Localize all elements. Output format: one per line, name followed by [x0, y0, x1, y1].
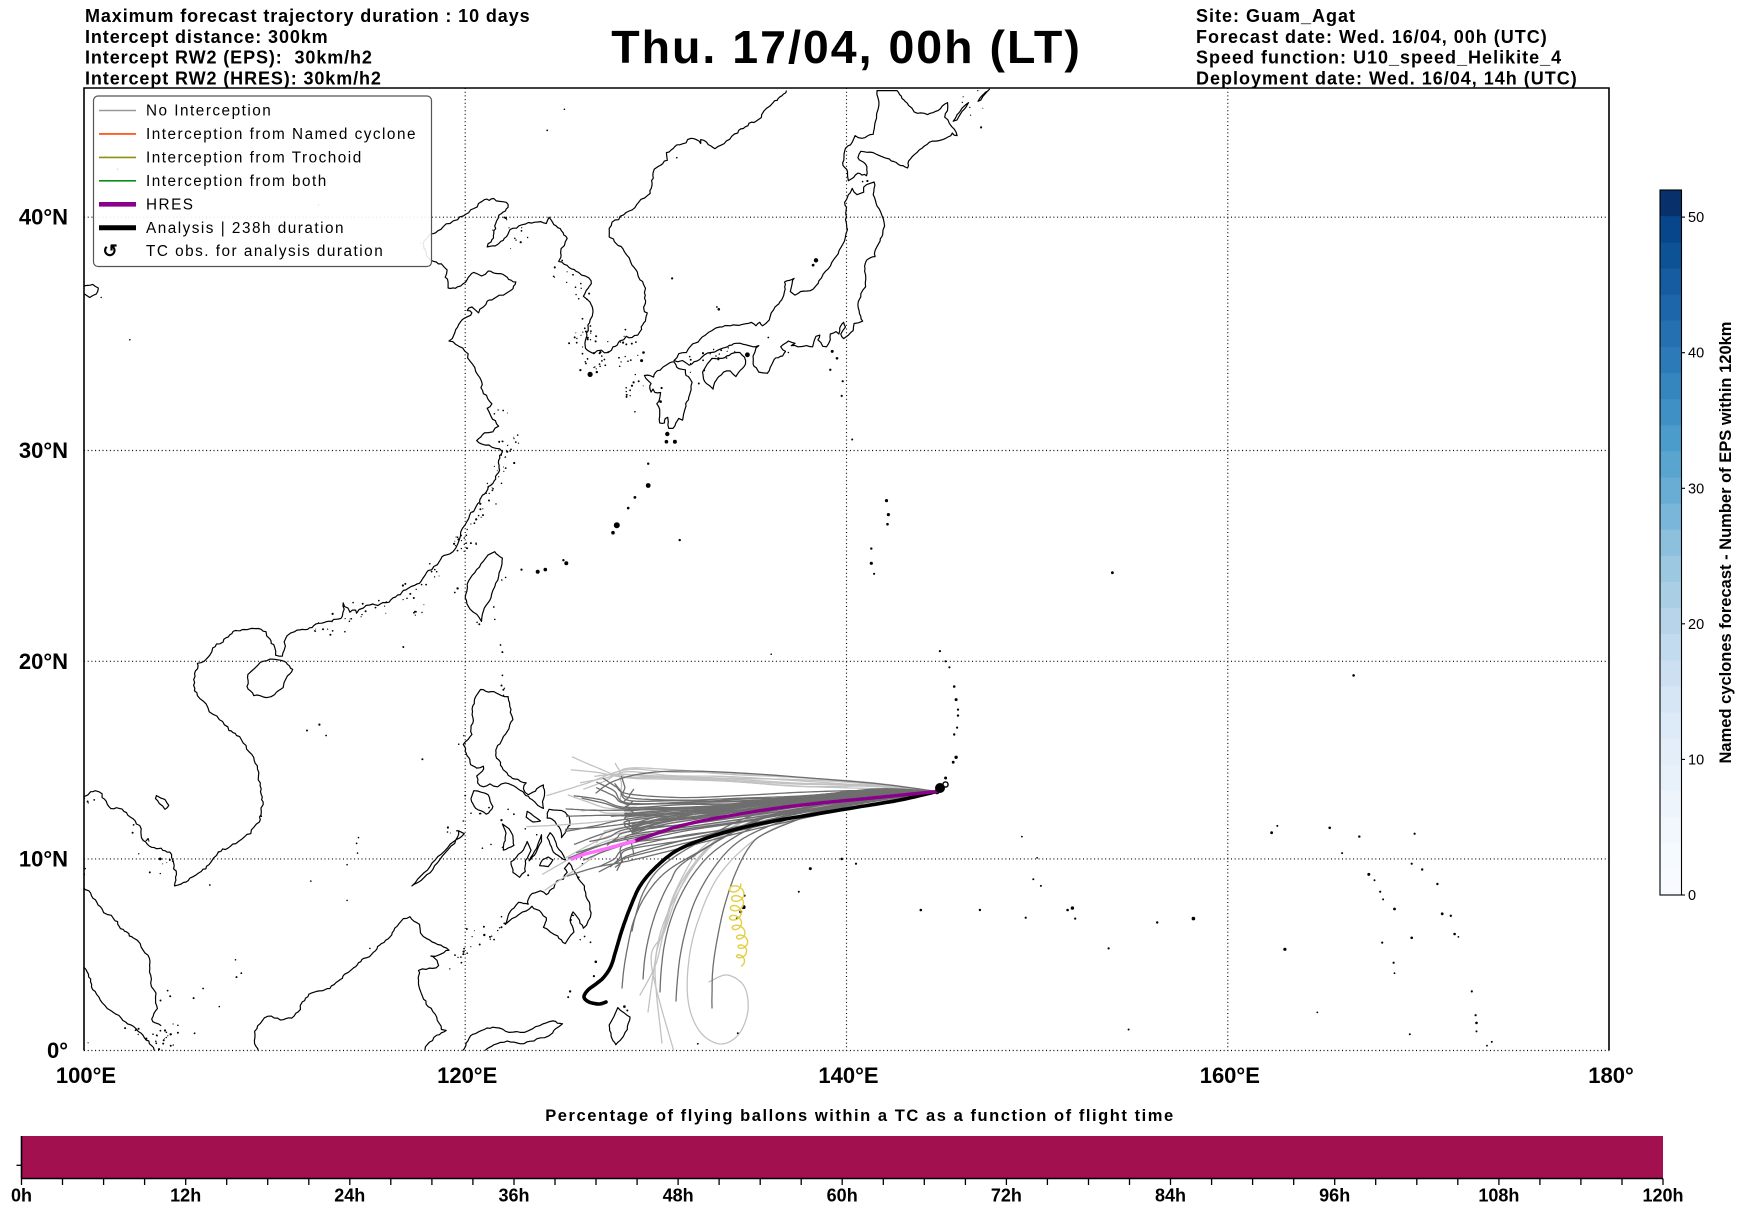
svg-text:24h: 24h	[334, 1186, 365, 1206]
svg-text:120h: 120h	[1642, 1186, 1683, 1206]
svg-text:Intercept RW2 (HRES): 30km/h2: Intercept RW2 (HRES): 30km/h2	[85, 68, 382, 88]
svg-text:30: 30	[1688, 481, 1704, 497]
svg-text:Site: Guam_Agat: Site: Guam_Agat	[1196, 6, 1356, 26]
svg-text:40°N: 40°N	[19, 205, 68, 230]
svg-text:96h: 96h	[1319, 1186, 1350, 1206]
svg-text:Interception from both: Interception from both	[146, 173, 328, 190]
svg-text:20°N: 20°N	[19, 649, 68, 674]
svg-text:0h: 0h	[11, 1186, 32, 1206]
svg-text:60h: 60h	[827, 1186, 858, 1206]
svg-text:Forecast date: Wed. 16/04, 00h: Forecast date: Wed. 16/04, 00h (UTC)	[1196, 27, 1548, 47]
svg-text:100°E: 100°E	[56, 1063, 116, 1088]
svg-text:36h: 36h	[498, 1186, 529, 1206]
svg-text:Percentage of flying ballons w: Percentage of flying ballons within a TC…	[545, 1107, 1175, 1125]
svg-text:10: 10	[1688, 752, 1704, 768]
svg-text:↺: ↺	[102, 241, 117, 261]
svg-text:30°N: 30°N	[19, 438, 68, 463]
svg-text:10°N: 10°N	[19, 846, 68, 871]
svg-text:84h: 84h	[1155, 1186, 1186, 1206]
svg-text:108h: 108h	[1478, 1186, 1519, 1206]
svg-text:50: 50	[1688, 210, 1704, 226]
svg-text:140°E: 140°E	[818, 1063, 878, 1088]
svg-text:Intercept RW2 (EPS): 30km/h2: Intercept RW2 (EPS): 30km/h2	[85, 48, 373, 68]
svg-text:No Interception: No Interception	[146, 103, 272, 120]
svg-text:Intercept distance: 300km: Intercept distance: 300km	[85, 27, 329, 47]
svg-text:Speed function: U10_speed_Heli: Speed function: U10_speed_Helikite_4	[1196, 48, 1562, 68]
svg-text:180°: 180°	[1588, 1063, 1634, 1088]
svg-text:40: 40	[1688, 346, 1704, 362]
svg-text:160°E: 160°E	[1200, 1063, 1260, 1088]
svg-text:20: 20	[1688, 617, 1704, 633]
svg-text:0°: 0°	[47, 1038, 68, 1063]
svg-text:12h: 12h	[170, 1186, 201, 1206]
svg-text:Interception from Trochoid: Interception from Trochoid	[146, 150, 363, 167]
svg-text:72h: 72h	[991, 1186, 1022, 1206]
svg-text:Maximum forecast trajectory du: Maximum forecast trajectory duration : 1…	[85, 6, 531, 26]
svg-text:48h: 48h	[663, 1186, 694, 1206]
svg-text:0: 0	[1688, 888, 1696, 904]
svg-text:Deployment date: Wed. 16/04, 1: Deployment date: Wed. 16/04, 14h (UTC)	[1196, 68, 1578, 88]
svg-text:Named cyclones forecast - Numb: Named cyclones forecast - Number of EPS …	[1717, 322, 1735, 764]
svg-text:Analysis | 238h duration: Analysis | 238h duration	[146, 220, 345, 237]
svg-text:Interception from Named cyclon: Interception from Named cyclone	[146, 126, 417, 143]
svg-text:TC obs. for analysis duration: TC obs. for analysis duration	[146, 243, 384, 260]
svg-text:120°E: 120°E	[437, 1063, 497, 1088]
svg-text:Thu. 17/04, 00h (LT): Thu. 17/04, 00h (LT)	[611, 21, 1082, 73]
svg-text:HRES: HRES	[146, 197, 195, 214]
